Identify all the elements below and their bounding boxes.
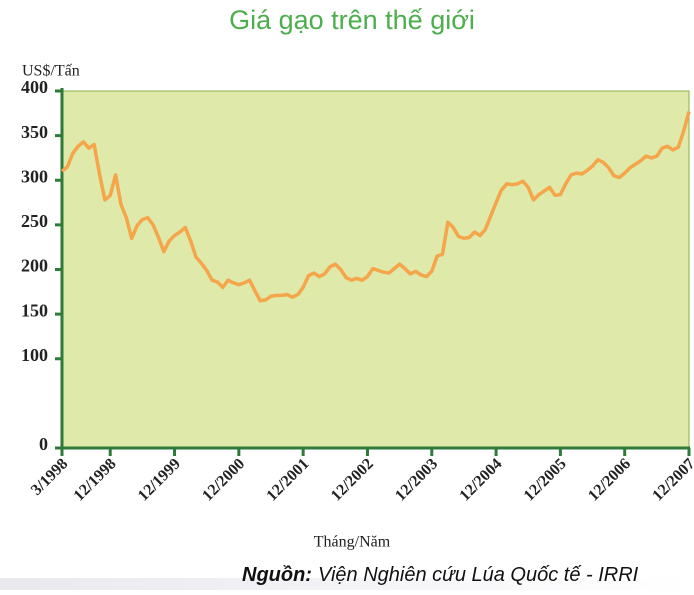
x-tick-label: 3/1998 [28, 455, 71, 498]
y-tick-label: 200 [21, 256, 48, 276]
x-tick-label: 12/2004 [456, 455, 505, 504]
x-tick-label: 12/2003 [392, 455, 441, 504]
x-tick-label: 12/2001 [263, 455, 312, 504]
y-tick-label: 300 [21, 166, 48, 186]
y-tick-label: 150 [21, 300, 48, 320]
x-tick-label: 12/1998 [71, 455, 120, 504]
price-line [60, 111, 691, 303]
footer-band [0, 578, 694, 590]
source-label: Nguồn: [242, 564, 312, 586]
source: Nguồn: Viện Nghiên cứu Lúa Quốc tế - IRRI [242, 564, 639, 586]
y-tick-label: 0 [39, 434, 48, 454]
y-tick-label: 400 [21, 77, 48, 97]
x-axis-label: Tháng/Năm [314, 534, 391, 551]
x-tick-label: 12/1999 [135, 455, 184, 504]
source-text: Viện Nghiên cứu Lúa Quốc tế - IRRI [318, 564, 639, 586]
x-tick-label: 12/2006 [585, 455, 634, 504]
y-tick-label: 350 [21, 122, 48, 142]
y-tick-label: 100 [21, 345, 48, 365]
y-axis-label: US$/Tấn [22, 63, 80, 80]
x-tick-label: 12/2005 [521, 455, 570, 504]
x-tick-label: 12/2000 [199, 455, 248, 504]
x-tick-label: 12/2007 [649, 455, 694, 504]
x-tick-label: 12/2002 [328, 455, 377, 504]
chart-title: Giá gạo trên thế giới [229, 5, 475, 35]
y-tick-label: 250 [21, 211, 48, 231]
